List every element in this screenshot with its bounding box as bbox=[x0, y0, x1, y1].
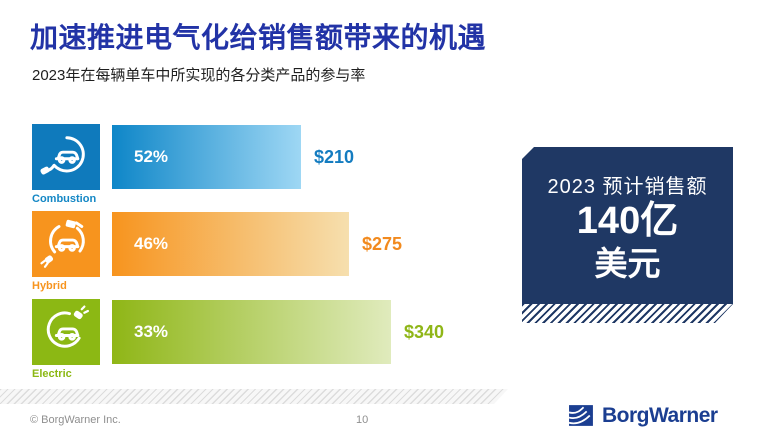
hybrid-car-icon bbox=[40, 219, 85, 268]
callout-amount: 140亿 bbox=[576, 200, 679, 243]
combustion-car-icon bbox=[40, 136, 85, 175]
page-subtitle: 2023年在每辆单车中所实现的各分类产品的参与率 bbox=[32, 67, 366, 84]
borgwarner-logo-text: BorgWarner bbox=[602, 403, 718, 427]
chart-row-hybrid: Hybrid 46% $275 bbox=[32, 211, 403, 292]
category-label-combustion: Combustion bbox=[32, 193, 97, 205]
bar-value-hybrid: $275 bbox=[362, 233, 403, 254]
combustion-icon-tile: Combustion bbox=[32, 124, 100, 205]
chart-row-electric: Electric 33% $340 bbox=[32, 299, 445, 380]
page-title: 加速推进电气化给销售额带来的机遇 bbox=[30, 22, 487, 53]
bar-combustion: 52% bbox=[112, 125, 301, 189]
callout-currency: 美元 bbox=[594, 244, 661, 282]
category-label-electric: Electric bbox=[32, 368, 72, 380]
callout-hatched-band bbox=[522, 304, 733, 323]
borgwarner-logo-icon bbox=[568, 405, 593, 426]
copyright-text: © BorgWarner Inc. bbox=[30, 414, 121, 426]
callout-caption: 2023 预计销售额 bbox=[547, 176, 708, 199]
bar-percent-combustion: 52% bbox=[134, 147, 169, 166]
electric-car-icon bbox=[46, 305, 90, 348]
bar-percent-hybrid: 46% bbox=[134, 234, 169, 253]
borgwarner-logo: BorgWarner bbox=[568, 403, 718, 428]
bar-value-electric: $340 bbox=[404, 321, 445, 342]
bar-percent-electric: 33% bbox=[134, 322, 169, 341]
chart-row-combustion: Combustion 52% $210 bbox=[32, 124, 355, 205]
page-number: 10 bbox=[356, 414, 369, 426]
bar-electric: 33% bbox=[112, 300, 391, 364]
electric-icon-tile: Electric bbox=[32, 299, 100, 380]
hybrid-icon-tile: Hybrid bbox=[32, 211, 100, 292]
bar-value-combustion: $210 bbox=[314, 146, 355, 167]
sales-callout-box: 2023 预计销售额 140亿 美元 bbox=[522, 147, 733, 304]
category-label-hybrid: Hybrid bbox=[32, 280, 67, 292]
footer-divider-hatch bbox=[0, 389, 508, 404]
bar-hybrid: 46% bbox=[112, 212, 349, 276]
